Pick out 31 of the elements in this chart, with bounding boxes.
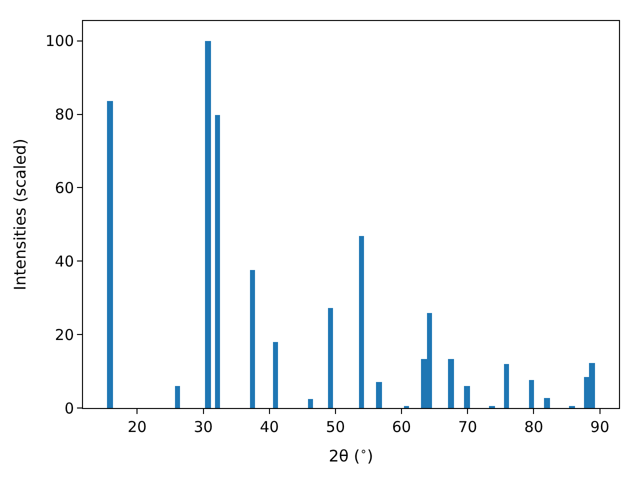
- bar: [250, 270, 255, 408]
- x-tick-label: 60: [392, 418, 412, 436]
- x-tick-label: 20: [128, 418, 147, 436]
- bar: [464, 386, 470, 408]
- bar: [529, 380, 534, 408]
- y-tick-label: 20: [54, 326, 74, 344]
- x-tick-label: 90: [590, 418, 610, 436]
- y-tick-label: 100: [45, 32, 74, 50]
- bar: [504, 364, 509, 408]
- x-tick-label: 80: [524, 418, 544, 436]
- x-tick-label: 30: [194, 418, 213, 436]
- y-tick-label: 40: [54, 252, 74, 270]
- bar: [308, 399, 313, 408]
- x-tick-label: 40: [260, 418, 279, 436]
- x-axis-title: 2θ ($^{∘}$): [328, 444, 374, 466]
- x-tick-label: 50: [326, 418, 346, 436]
- bar: [107, 101, 113, 408]
- bar: [328, 308, 333, 408]
- bar: [273, 342, 278, 408]
- y-tick-label: 80: [54, 106, 74, 124]
- y-tick-label: 60: [54, 178, 74, 197]
- bar: [205, 41, 211, 408]
- y-tick-label: 0: [64, 399, 74, 418]
- bar: [376, 382, 382, 408]
- bar: [544, 398, 550, 408]
- y-axis-title: Intensities (scaled): [10, 138, 30, 290]
- x-tick-label: 70: [458, 418, 478, 436]
- bar: [215, 115, 220, 408]
- bar: [175, 386, 180, 408]
- bar: [359, 236, 364, 408]
- bar: [448, 359, 454, 408]
